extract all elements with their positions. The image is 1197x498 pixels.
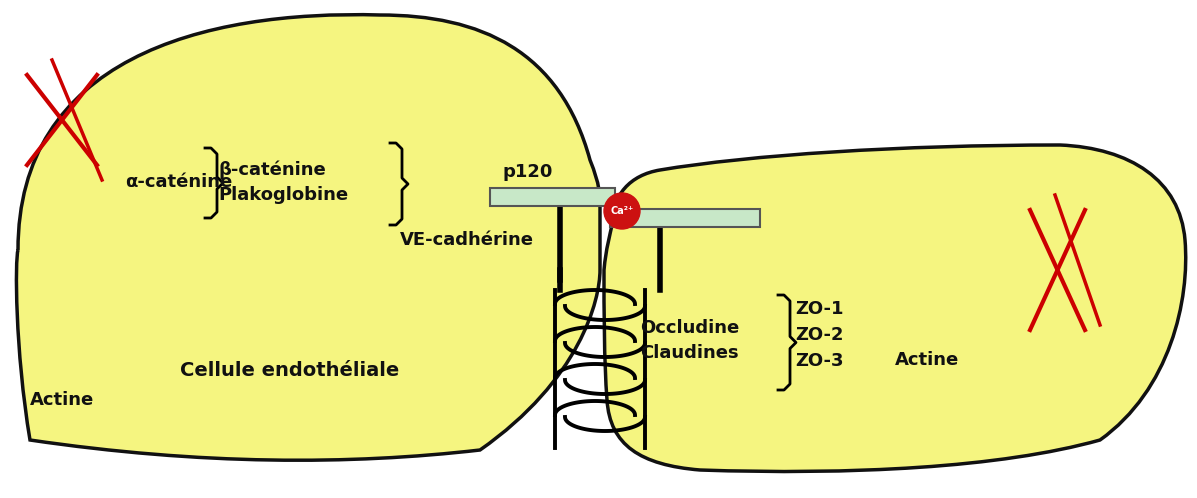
- Text: VE-cadhérine: VE-cadhérine: [400, 231, 534, 249]
- FancyBboxPatch shape: [610, 209, 760, 227]
- Text: Occludine
Claudines: Occludine Claudines: [640, 319, 740, 362]
- PathPatch shape: [604, 145, 1186, 472]
- Text: Actine: Actine: [30, 391, 95, 409]
- Text: Ca²⁺: Ca²⁺: [610, 206, 633, 216]
- Text: Actine: Actine: [895, 351, 959, 369]
- Text: α-caténine: α-caténine: [124, 173, 232, 191]
- Circle shape: [604, 193, 640, 229]
- PathPatch shape: [17, 14, 600, 460]
- Text: ZO-1
ZO-2
ZO-3: ZO-1 ZO-2 ZO-3: [795, 300, 844, 371]
- Text: p120: p120: [503, 163, 553, 181]
- Text: Cellule endothéliale: Cellule endothéliale: [180, 361, 400, 379]
- Text: β-caténine
Plakoglobine: β-caténine Plakoglobine: [218, 160, 348, 204]
- FancyBboxPatch shape: [490, 188, 615, 206]
